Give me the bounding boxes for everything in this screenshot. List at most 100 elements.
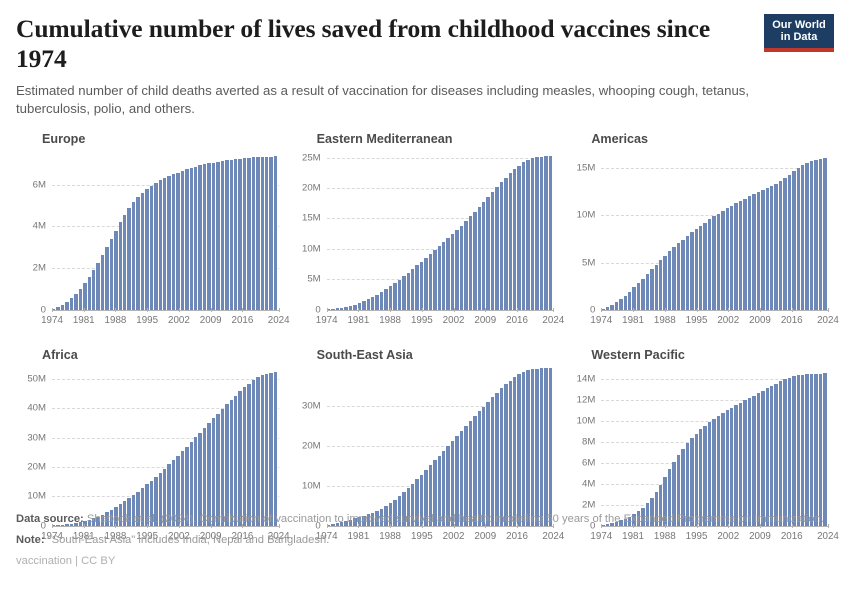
bar[interactable] — [167, 176, 172, 310]
bar[interactable] — [83, 282, 88, 310]
bar[interactable] — [388, 503, 394, 526]
bar[interactable] — [91, 518, 97, 526]
bar[interactable] — [539, 368, 545, 526]
bar[interactable] — [473, 416, 478, 526]
bar[interactable] — [464, 221, 469, 310]
bar[interactable] — [513, 377, 518, 526]
bar[interactable] — [366, 299, 372, 310]
bar[interactable] — [752, 194, 757, 310]
bar[interactable] — [114, 507, 119, 526]
bar[interactable] — [769, 385, 775, 526]
bar[interactable] — [734, 203, 739, 310]
bar[interactable] — [127, 498, 132, 526]
bar[interactable] — [495, 186, 500, 310]
bar[interactable] — [136, 197, 141, 310]
bar[interactable] — [145, 484, 150, 526]
bar[interactable] — [548, 155, 553, 310]
bar[interactable] — [154, 182, 159, 310]
bar[interactable] — [379, 292, 385, 310]
bar[interactable] — [331, 308, 336, 310]
bar[interactable] — [242, 387, 248, 526]
bar[interactable] — [747, 196, 753, 310]
bar[interactable] — [91, 270, 97, 310]
bar[interactable] — [207, 163, 212, 310]
bar[interactable] — [610, 305, 615, 310]
bar[interactable] — [366, 514, 372, 526]
bar[interactable] — [326, 309, 332, 310]
bar[interactable] — [109, 239, 115, 310]
bar[interactable] — [131, 494, 137, 526]
bar[interactable] — [623, 295, 628, 310]
bar[interactable] — [464, 426, 469, 526]
bar[interactable] — [756, 192, 762, 310]
bar[interactable] — [140, 488, 146, 526]
bar[interactable] — [65, 301, 70, 310]
bar[interactable] — [60, 304, 66, 310]
bar[interactable] — [712, 216, 717, 310]
bar[interactable] — [260, 375, 265, 526]
bar[interactable] — [783, 178, 788, 310]
bar[interactable] — [614, 302, 620, 310]
bar[interactable] — [517, 374, 522, 526]
bar[interactable] — [118, 504, 123, 526]
bar[interactable] — [353, 518, 358, 526]
bar[interactable] — [256, 377, 261, 526]
bar[interactable] — [202, 427, 208, 526]
bar[interactable] — [424, 258, 429, 310]
bar[interactable] — [379, 508, 385, 526]
bar[interactable] — [176, 172, 181, 310]
bar[interactable] — [632, 514, 637, 526]
bar[interactable] — [765, 388, 770, 526]
bar[interactable] — [459, 225, 465, 310]
bar[interactable] — [331, 524, 336, 526]
bar[interactable] — [114, 230, 119, 310]
bar[interactable] — [752, 395, 757, 526]
bar[interactable] — [446, 238, 451, 310]
bar[interactable] — [211, 418, 217, 526]
bar[interactable] — [787, 377, 793, 526]
bar[interactable] — [774, 383, 779, 526]
bar[interactable] — [123, 501, 128, 526]
bar[interactable] — [273, 156, 279, 310]
bar[interactable] — [601, 525, 606, 526]
bar[interactable] — [428, 465, 434, 526]
bar[interactable] — [650, 269, 655, 310]
bar[interactable] — [362, 301, 367, 310]
bar[interactable] — [504, 177, 509, 310]
bar[interactable] — [610, 523, 615, 526]
bar[interactable] — [818, 373, 824, 526]
bar[interactable] — [176, 455, 181, 526]
bar[interactable] — [442, 450, 447, 526]
bar[interactable] — [787, 174, 793, 310]
bar[interactable] — [194, 166, 199, 310]
bar[interactable] — [623, 518, 628, 526]
bar[interactable] — [716, 415, 722, 526]
bar[interactable] — [619, 520, 624, 526]
bar[interactable] — [402, 276, 407, 310]
bar[interactable] — [654, 491, 660, 526]
bar[interactable] — [659, 484, 664, 526]
bar[interactable] — [743, 198, 748, 310]
bar[interactable] — [694, 229, 699, 310]
bar[interactable] — [127, 208, 132, 310]
bar[interactable] — [703, 222, 708, 310]
bar[interactable] — [814, 160, 819, 310]
bar[interactable] — [769, 186, 775, 310]
bar[interactable] — [410, 269, 416, 310]
bar[interactable] — [486, 196, 491, 310]
bar[interactable] — [481, 406, 487, 526]
bar[interactable] — [685, 443, 691, 526]
bar[interactable] — [180, 451, 186, 526]
bar[interactable] — [526, 159, 531, 310]
bar[interactable] — [247, 383, 252, 526]
bar[interactable] — [339, 522, 345, 526]
bar[interactable] — [220, 408, 226, 526]
bar[interactable] — [707, 219, 713, 310]
bar[interactable] — [716, 213, 722, 310]
bar[interactable] — [801, 374, 806, 526]
bar[interactable] — [362, 515, 367, 526]
bar[interactable] — [326, 525, 332, 526]
bar[interactable] — [348, 519, 354, 526]
bar[interactable] — [69, 297, 75, 310]
bar[interactable] — [145, 189, 150, 310]
